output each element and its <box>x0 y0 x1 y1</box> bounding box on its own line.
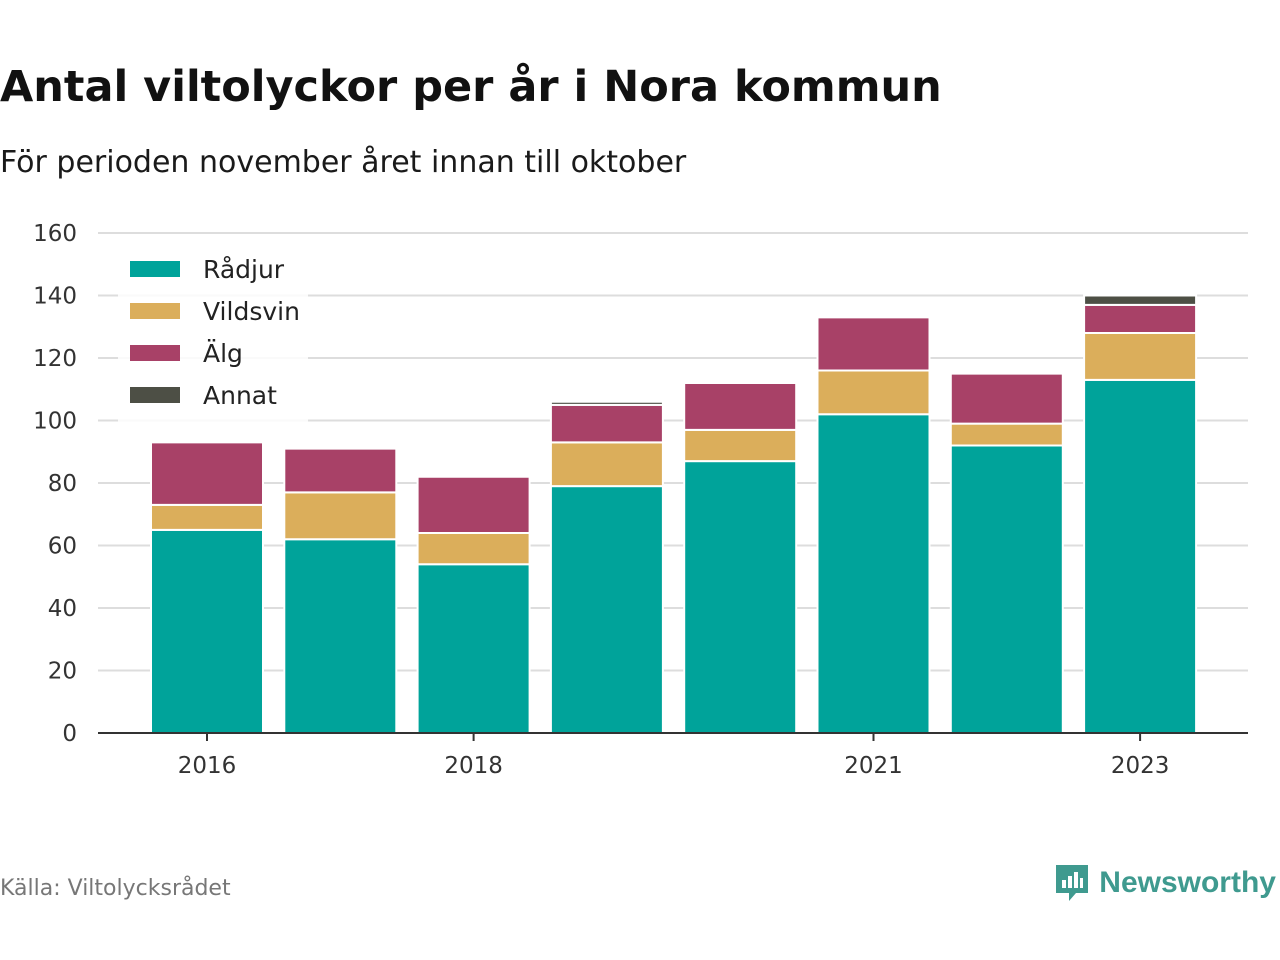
legend-swatch <box>130 303 180 319</box>
bar-segment <box>1083 378 1198 734</box>
legend-label: Annat <box>203 381 277 410</box>
y-tick-label: 100 <box>33 409 77 435</box>
bars <box>150 294 1198 734</box>
bar-segment <box>1083 303 1198 334</box>
bar-segment <box>816 413 931 734</box>
y-tick-label: 60 <box>48 534 77 560</box>
bar-segment <box>949 444 1064 734</box>
x-tick-label: 2018 <box>444 753 503 779</box>
bar-segment <box>283 491 398 541</box>
y-tick-label: 120 <box>33 346 77 372</box>
legend-swatch <box>130 345 180 361</box>
bar-segment <box>683 460 798 734</box>
bar-segment <box>416 563 531 734</box>
chart-subtitle: För perioden november året innan till ok… <box>0 145 687 180</box>
y-tick-label: 160 <box>33 221 77 247</box>
brand-logo[interactable]: Newsworthy <box>1053 862 1276 904</box>
legend: Rådjur Vildsvin Älg Annat <box>118 244 308 424</box>
chart-title: Antal viltolyckor per år i Nora kommun <box>0 62 942 112</box>
axes: 0 20 40 60 80 100 120 140 160 2016 2018 2021 2023 <box>33 221 1248 779</box>
bar-segment <box>683 382 798 431</box>
bar-segment <box>283 447 398 494</box>
brand-name: Newsworthy <box>1099 866 1276 899</box>
bar-segment <box>416 532 531 566</box>
legend-label: Rådjur <box>203 255 285 284</box>
y-tick-label: 140 <box>33 284 77 310</box>
legend-label: Älg <box>203 339 243 368</box>
stacked-bar-chart: 0 20 40 60 80 100 120 140 160 2016 2018 2021 2023 Rå… <box>33 221 1248 779</box>
bar-segment <box>1083 332 1198 381</box>
bar-segment <box>949 372 1064 425</box>
bar-segment <box>150 503 264 531</box>
bar-segment <box>549 400 664 406</box>
legend-label: Vildsvin <box>203 297 300 326</box>
bar-segment <box>549 485 664 734</box>
bar-segment <box>816 316 931 372</box>
legend-swatch <box>130 387 180 403</box>
bar-segment <box>150 528 264 734</box>
bar-segment <box>949 422 1064 447</box>
bar-segment <box>549 441 664 488</box>
newsworthy-logo-icon <box>1056 865 1089 901</box>
x-tick-label: 2016 <box>178 753 237 779</box>
bar-segment <box>683 428 798 463</box>
bar-segment <box>416 475 531 534</box>
bar-segment <box>816 369 931 416</box>
x-tick-label: 2021 <box>844 753 903 779</box>
legend-swatch <box>130 261 180 277</box>
y-tick-label: 40 <box>48 596 77 622</box>
source-note: Källa: Viltolycksrådet <box>0 876 231 901</box>
bar-segment <box>283 538 398 734</box>
y-tick-label: 0 <box>62 721 77 747</box>
y-tick-label: 20 <box>48 659 77 685</box>
bar-segment <box>549 403 664 444</box>
x-tick-label: 2023 <box>1111 753 1170 779</box>
y-tick-label: 80 <box>48 471 77 497</box>
bar-segment <box>1083 294 1198 306</box>
bar-segment <box>150 441 264 506</box>
